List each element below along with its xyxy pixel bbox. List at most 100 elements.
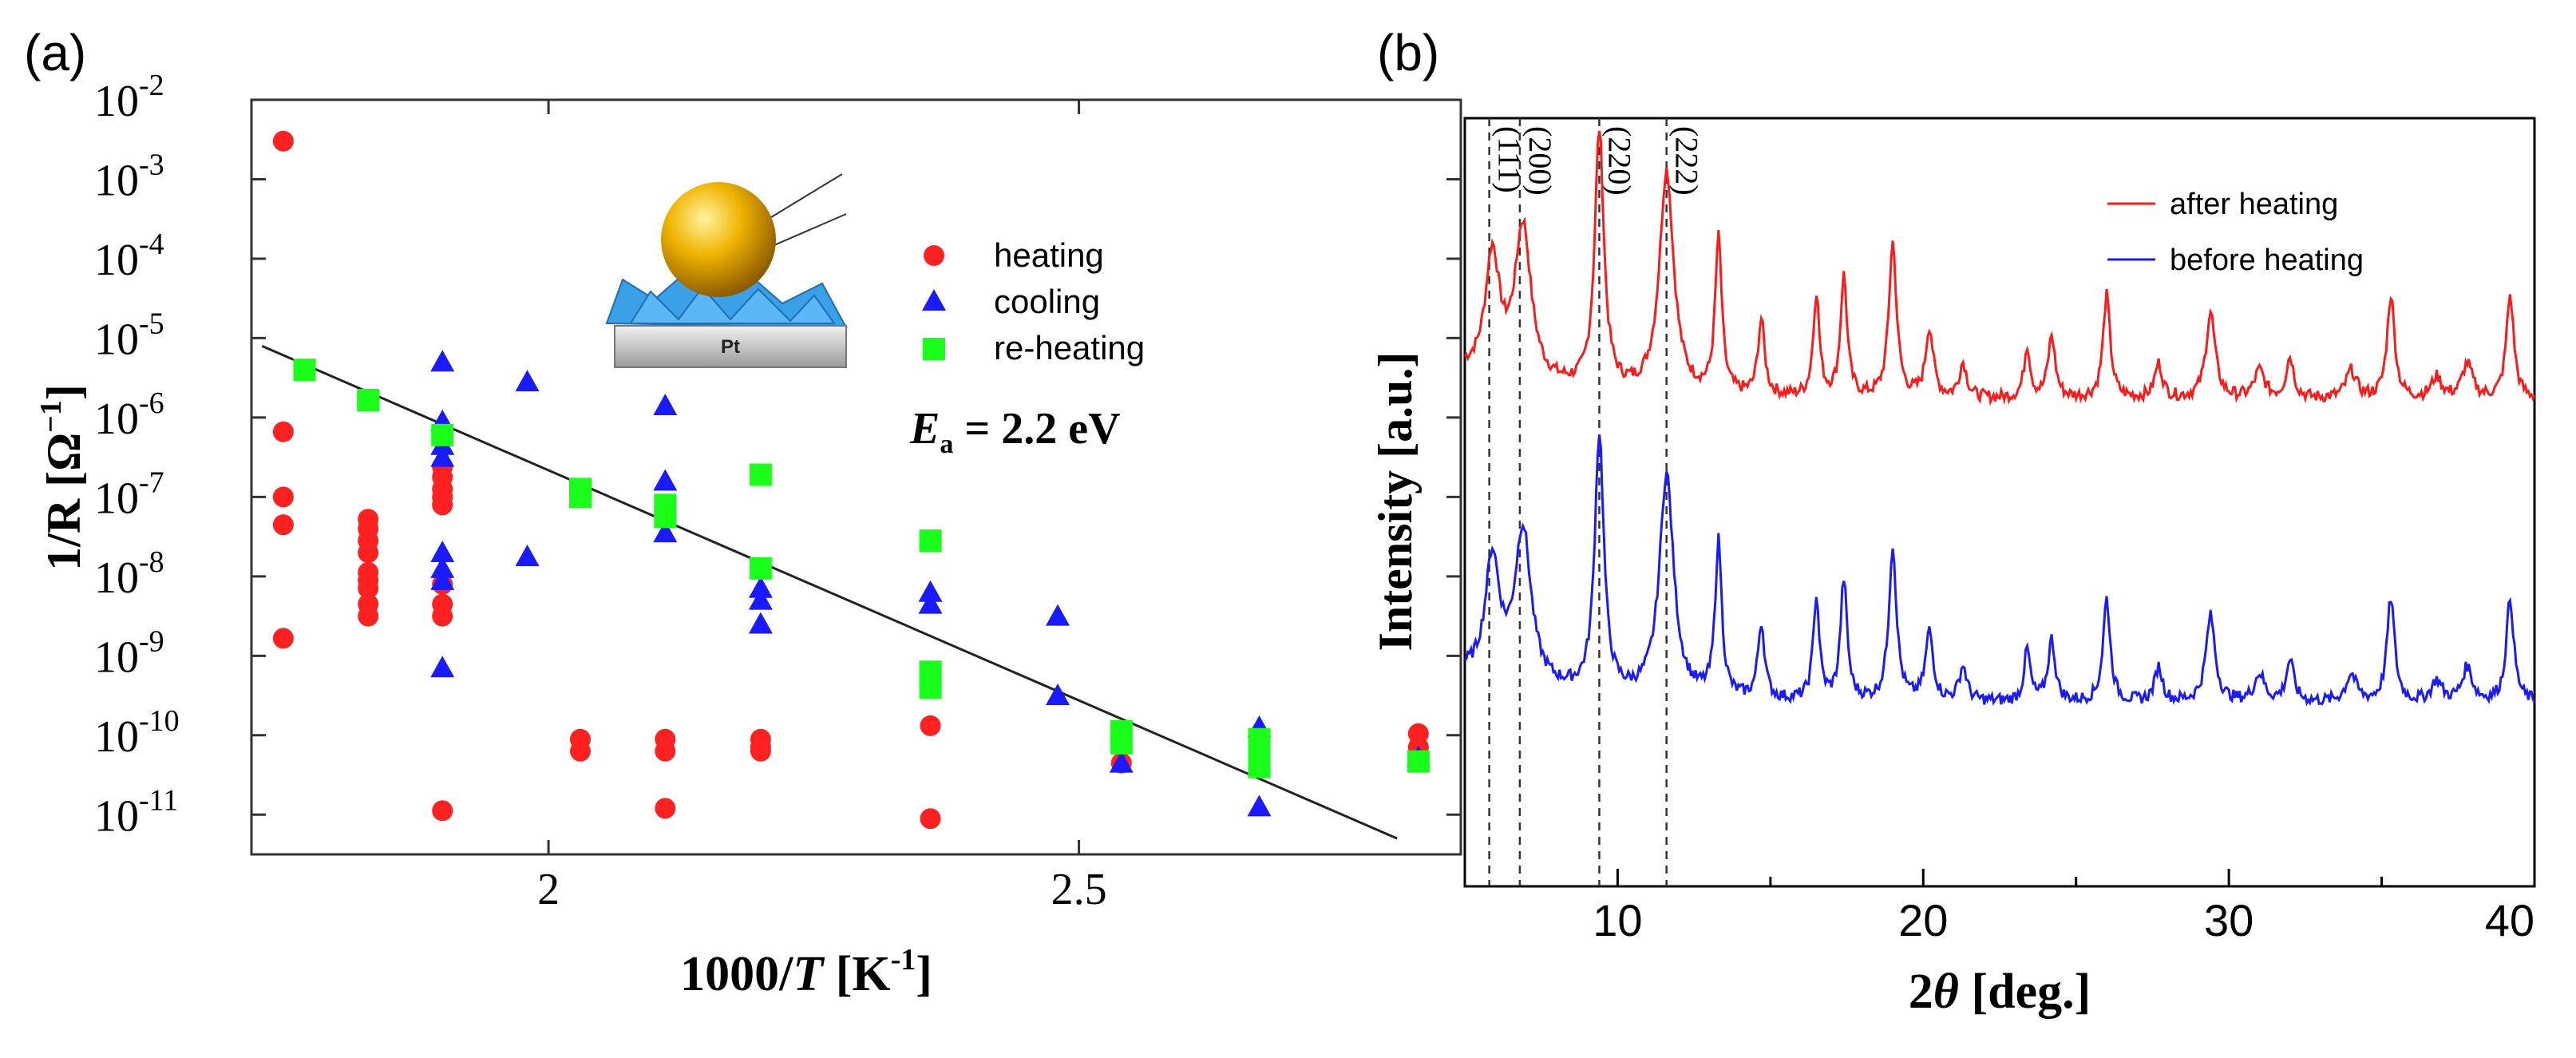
legend-heating-marker	[924, 245, 944, 266]
cooling-point	[748, 576, 773, 598]
y-tick-base: 10	[94, 77, 139, 126]
cooling-point	[653, 393, 678, 415]
heating-point	[569, 740, 591, 762]
cooling-point	[430, 350, 455, 372]
legend-cooling-marker	[922, 289, 946, 311]
plot-a-y-ticks: 10-210-310-410-510-610-710-810-910-1010-…	[94, 69, 1461, 841]
cooling-point	[1046, 604, 1070, 626]
reheating-point	[1248, 755, 1271, 779]
ea-value: = 2.2 eV	[953, 404, 1120, 454]
ea-symbol: E	[909, 404, 940, 454]
reheating-point	[919, 529, 942, 553]
inset-schematic: Pt	[605, 173, 848, 368]
heating-point	[432, 800, 453, 822]
crystal-film-facets	[629, 286, 836, 324]
plot-b-y-label: Intensity [a.u.]	[1369, 351, 1422, 651]
y-tick-base: 10	[94, 632, 139, 682]
y-tick-label: 10-2	[94, 69, 164, 126]
cooling-point	[1109, 751, 1134, 773]
x-tick-label: 2	[537, 865, 560, 914]
y-tick-base: 10	[94, 315, 139, 364]
y-tick-base: 10	[94, 712, 139, 762]
cooling-point	[918, 580, 943, 602]
heating-point	[920, 715, 941, 736]
pt-substrate	[614, 325, 847, 368]
xlabel-unit: [K	[823, 947, 890, 1001]
plot-a-legend: heating cooling re-heating	[922, 236, 1145, 367]
legend-heating-label: heating	[994, 236, 1104, 274]
plot-b-legend: after heating before heating	[2107, 188, 2364, 277]
heating-point	[272, 628, 294, 649]
legend-before-label: before heating	[2170, 244, 2364, 277]
heating-point	[920, 808, 941, 830]
y-tick-exp: -4	[139, 228, 164, 261]
reheating-point	[749, 557, 772, 580]
legend-cooling-label: cooling	[994, 283, 1100, 320]
reference-line-label: (111)	[1492, 126, 1528, 193]
xlabel-main: 1000/	[680, 947, 793, 1001]
plot-a-x-ticks: 2 2.5	[537, 100, 1107, 914]
heating-point	[655, 740, 676, 762]
y-tick-label: 10-3	[94, 148, 164, 205]
y-tick-base: 10	[94, 474, 139, 523]
cooling-point	[430, 568, 455, 590]
y-tick-base: 10	[94, 156, 139, 205]
heating-point	[750, 740, 771, 762]
y-tick-exp: -6	[139, 386, 164, 420]
x-tick-label: 30	[2204, 895, 2254, 945]
cooling-point	[430, 445, 455, 467]
reheating-point	[568, 485, 592, 509]
series-before-heating	[1463, 434, 2536, 707]
y-tick-label: 10-11	[94, 783, 178, 841]
y-tick-exp: -5	[139, 307, 164, 340]
heating-point	[358, 542, 379, 563]
cooling-point	[748, 588, 773, 610]
plot-b-reference-lines: (111)(200) (220) (222)	[1488, 118, 1705, 886]
cooling-point	[430, 541, 455, 562]
panel-b-label: (b)	[1377, 24, 1439, 81]
reference-line-label: (222)	[1669, 126, 1705, 196]
legend-reheating-marker	[923, 338, 945, 360]
cooling-point	[430, 656, 455, 678]
ylabel-close: ]	[38, 384, 90, 400]
y-tick-exp: -7	[139, 466, 164, 499]
y-tick-label: 10-7	[94, 466, 164, 523]
y-tick-exp: -9	[139, 624, 164, 658]
cooling-point	[748, 612, 773, 634]
reheating-point	[357, 389, 380, 412]
y-tick-exp: -11	[139, 783, 178, 817]
heating-point	[272, 130, 294, 152]
y-tick-base: 10	[94, 553, 139, 603]
legend-after-label: after heating	[2170, 188, 2338, 221]
cooling-point	[918, 592, 943, 614]
y-tick-exp: -3	[139, 148, 164, 181]
xlabel-b-theta: θ	[1933, 965, 1959, 1019]
y-tick-label: 10-4	[94, 228, 164, 285]
xlabel-unit-close: ]	[916, 947, 932, 1001]
reheating-point	[919, 676, 942, 699]
heating-point	[432, 494, 453, 516]
cooling-point	[430, 556, 455, 578]
y-tick-exp: -2	[139, 69, 164, 102]
reference-line-label: (200)	[1522, 126, 1558, 196]
panel-b: (b) (111)(200) (220) (222) 10 20 30 40 after …	[1369, 24, 2536, 1019]
plot-b-x-label: 2θ [deg.]	[1909, 965, 2091, 1019]
gold-sphere	[661, 182, 776, 297]
cooling-point	[653, 521, 678, 543]
xlabel-b-num: 2	[1909, 965, 1933, 1019]
cooling-point	[515, 544, 540, 566]
ylabel-main: 1/R [Ω	[38, 433, 90, 571]
cooling-point	[1046, 684, 1070, 706]
reheating-point	[1407, 750, 1430, 773]
y-tick-base: 10	[94, 791, 139, 841]
y-tick-base: 10	[94, 236, 139, 285]
pt-label: Pt	[721, 336, 740, 358]
cooling-point	[653, 469, 678, 491]
panel-a-label: (a)	[24, 24, 86, 81]
x-tick-label: 10	[1593, 895, 1642, 945]
x-tick-label: 20	[1898, 895, 1948, 945]
y-tick-exp: -8	[139, 545, 164, 579]
x-tick-label: 40	[2485, 895, 2534, 945]
y-tick-label: 10-10	[94, 704, 180, 762]
plot-a-x-label: 1000/T [K-1]	[680, 943, 932, 1001]
